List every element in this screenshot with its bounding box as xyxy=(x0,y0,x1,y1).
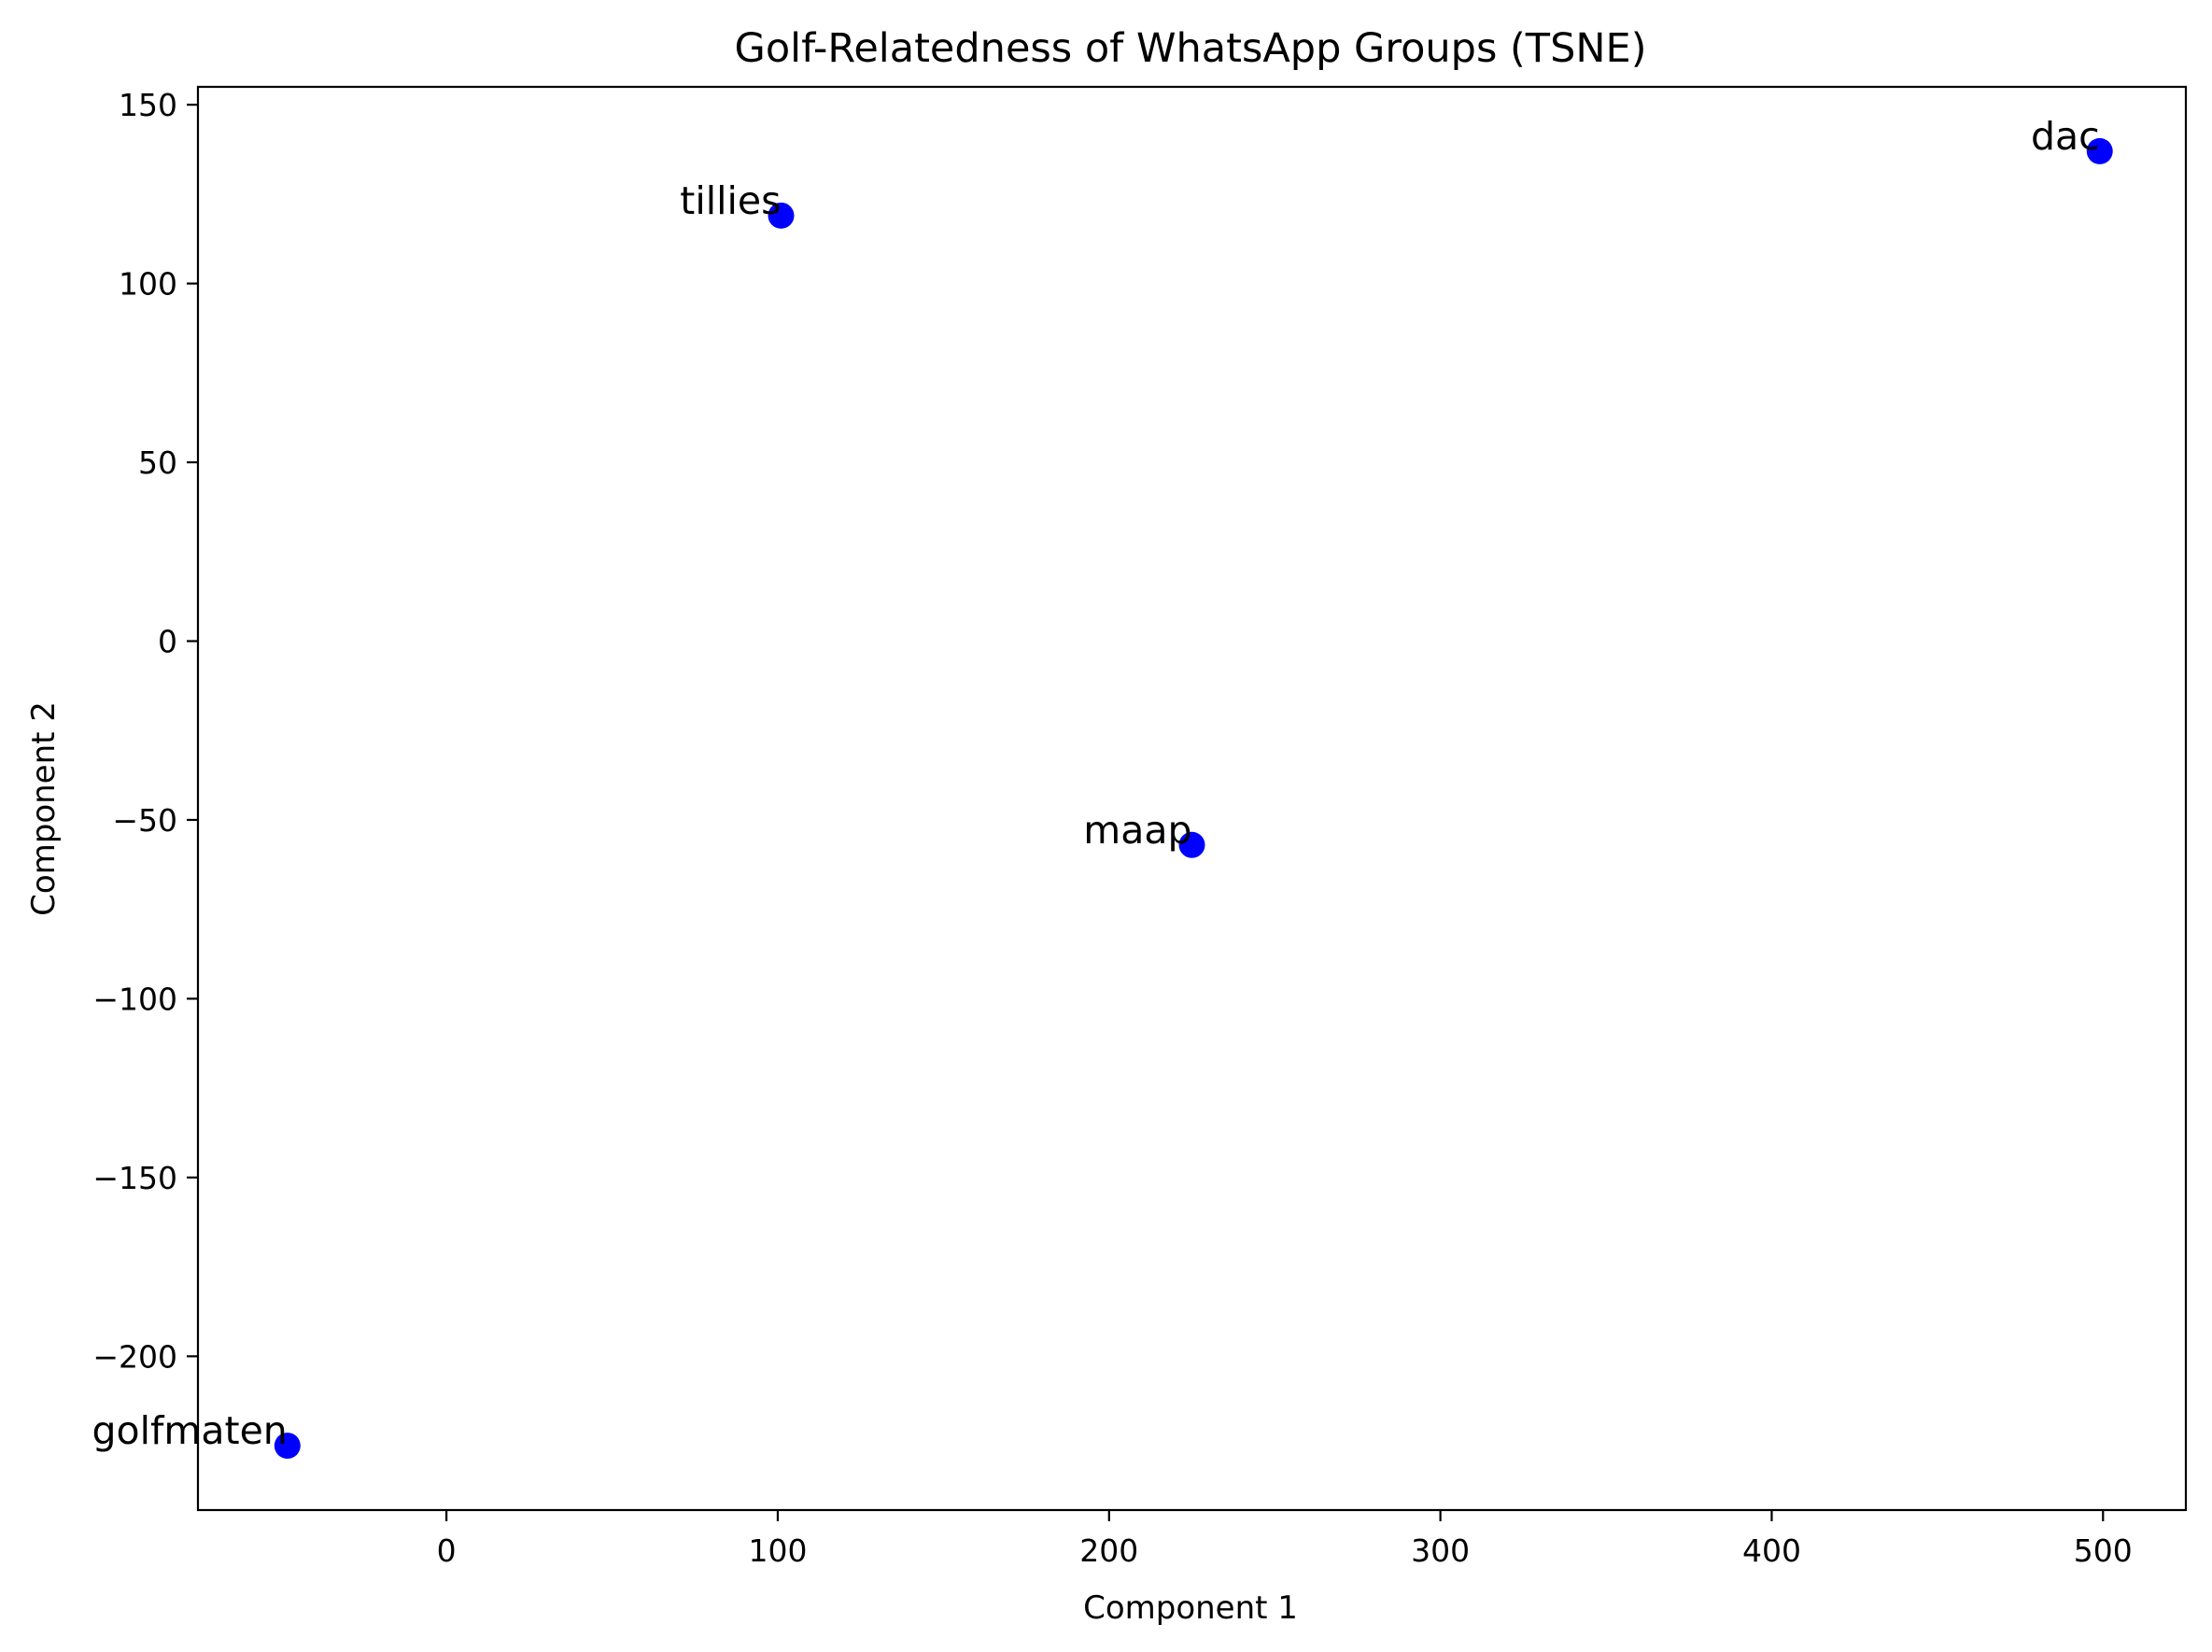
x-axis-label: Component 1 xyxy=(1083,1589,1298,1627)
x-tick-label: 400 xyxy=(1742,1532,1801,1569)
plot-area xyxy=(196,85,2188,1512)
x-tick-label: 300 xyxy=(1411,1532,1470,1569)
data-point-label: golfmaten xyxy=(92,1408,288,1453)
y-tick-label: 50 xyxy=(138,445,177,481)
x-axis: 0 100 200 300 400 500 xyxy=(437,1510,2133,1569)
y-tick-label: 150 xyxy=(119,87,177,123)
plot-frame xyxy=(196,85,2188,1512)
data-point xyxy=(768,202,795,229)
y-axis: 150 100 50 0 −50 −100 −150 −200 xyxy=(92,87,198,1375)
x-tick-label: 100 xyxy=(748,1532,807,1569)
x-tick-label: 200 xyxy=(1079,1532,1138,1569)
data-point xyxy=(274,1433,301,1460)
points-layer: tillies dac maap golfmaten xyxy=(92,114,2113,1460)
y-axis-label: Component 2 xyxy=(25,701,63,916)
chart-title: Golf-Relatedness of WhatsApp Groups (TSN… xyxy=(735,25,1647,72)
x-tick-label: 500 xyxy=(2074,1532,2133,1569)
data-point-label: maap xyxy=(1083,808,1191,853)
data-point-label: tillies xyxy=(680,178,781,223)
y-tick-label: −150 xyxy=(92,1160,177,1196)
y-tick-label: 100 xyxy=(119,266,177,303)
y-tick-label: −200 xyxy=(92,1338,177,1375)
y-tick-label: 0 xyxy=(158,624,177,660)
data-point xyxy=(2086,137,2113,164)
data-point xyxy=(1178,831,1205,858)
data-point-label: dac xyxy=(2031,114,2100,159)
x-tick-label: 0 xyxy=(437,1532,457,1569)
y-tick-label: −100 xyxy=(92,981,177,1017)
y-tick-label: −50 xyxy=(112,802,177,839)
